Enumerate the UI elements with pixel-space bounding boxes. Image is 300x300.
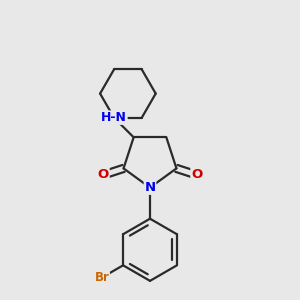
Text: H-N: H-N — [101, 111, 127, 124]
Text: N: N — [144, 181, 156, 194]
Text: Br: Br — [94, 271, 109, 284]
Text: O: O — [191, 169, 202, 182]
Text: O: O — [98, 169, 109, 182]
